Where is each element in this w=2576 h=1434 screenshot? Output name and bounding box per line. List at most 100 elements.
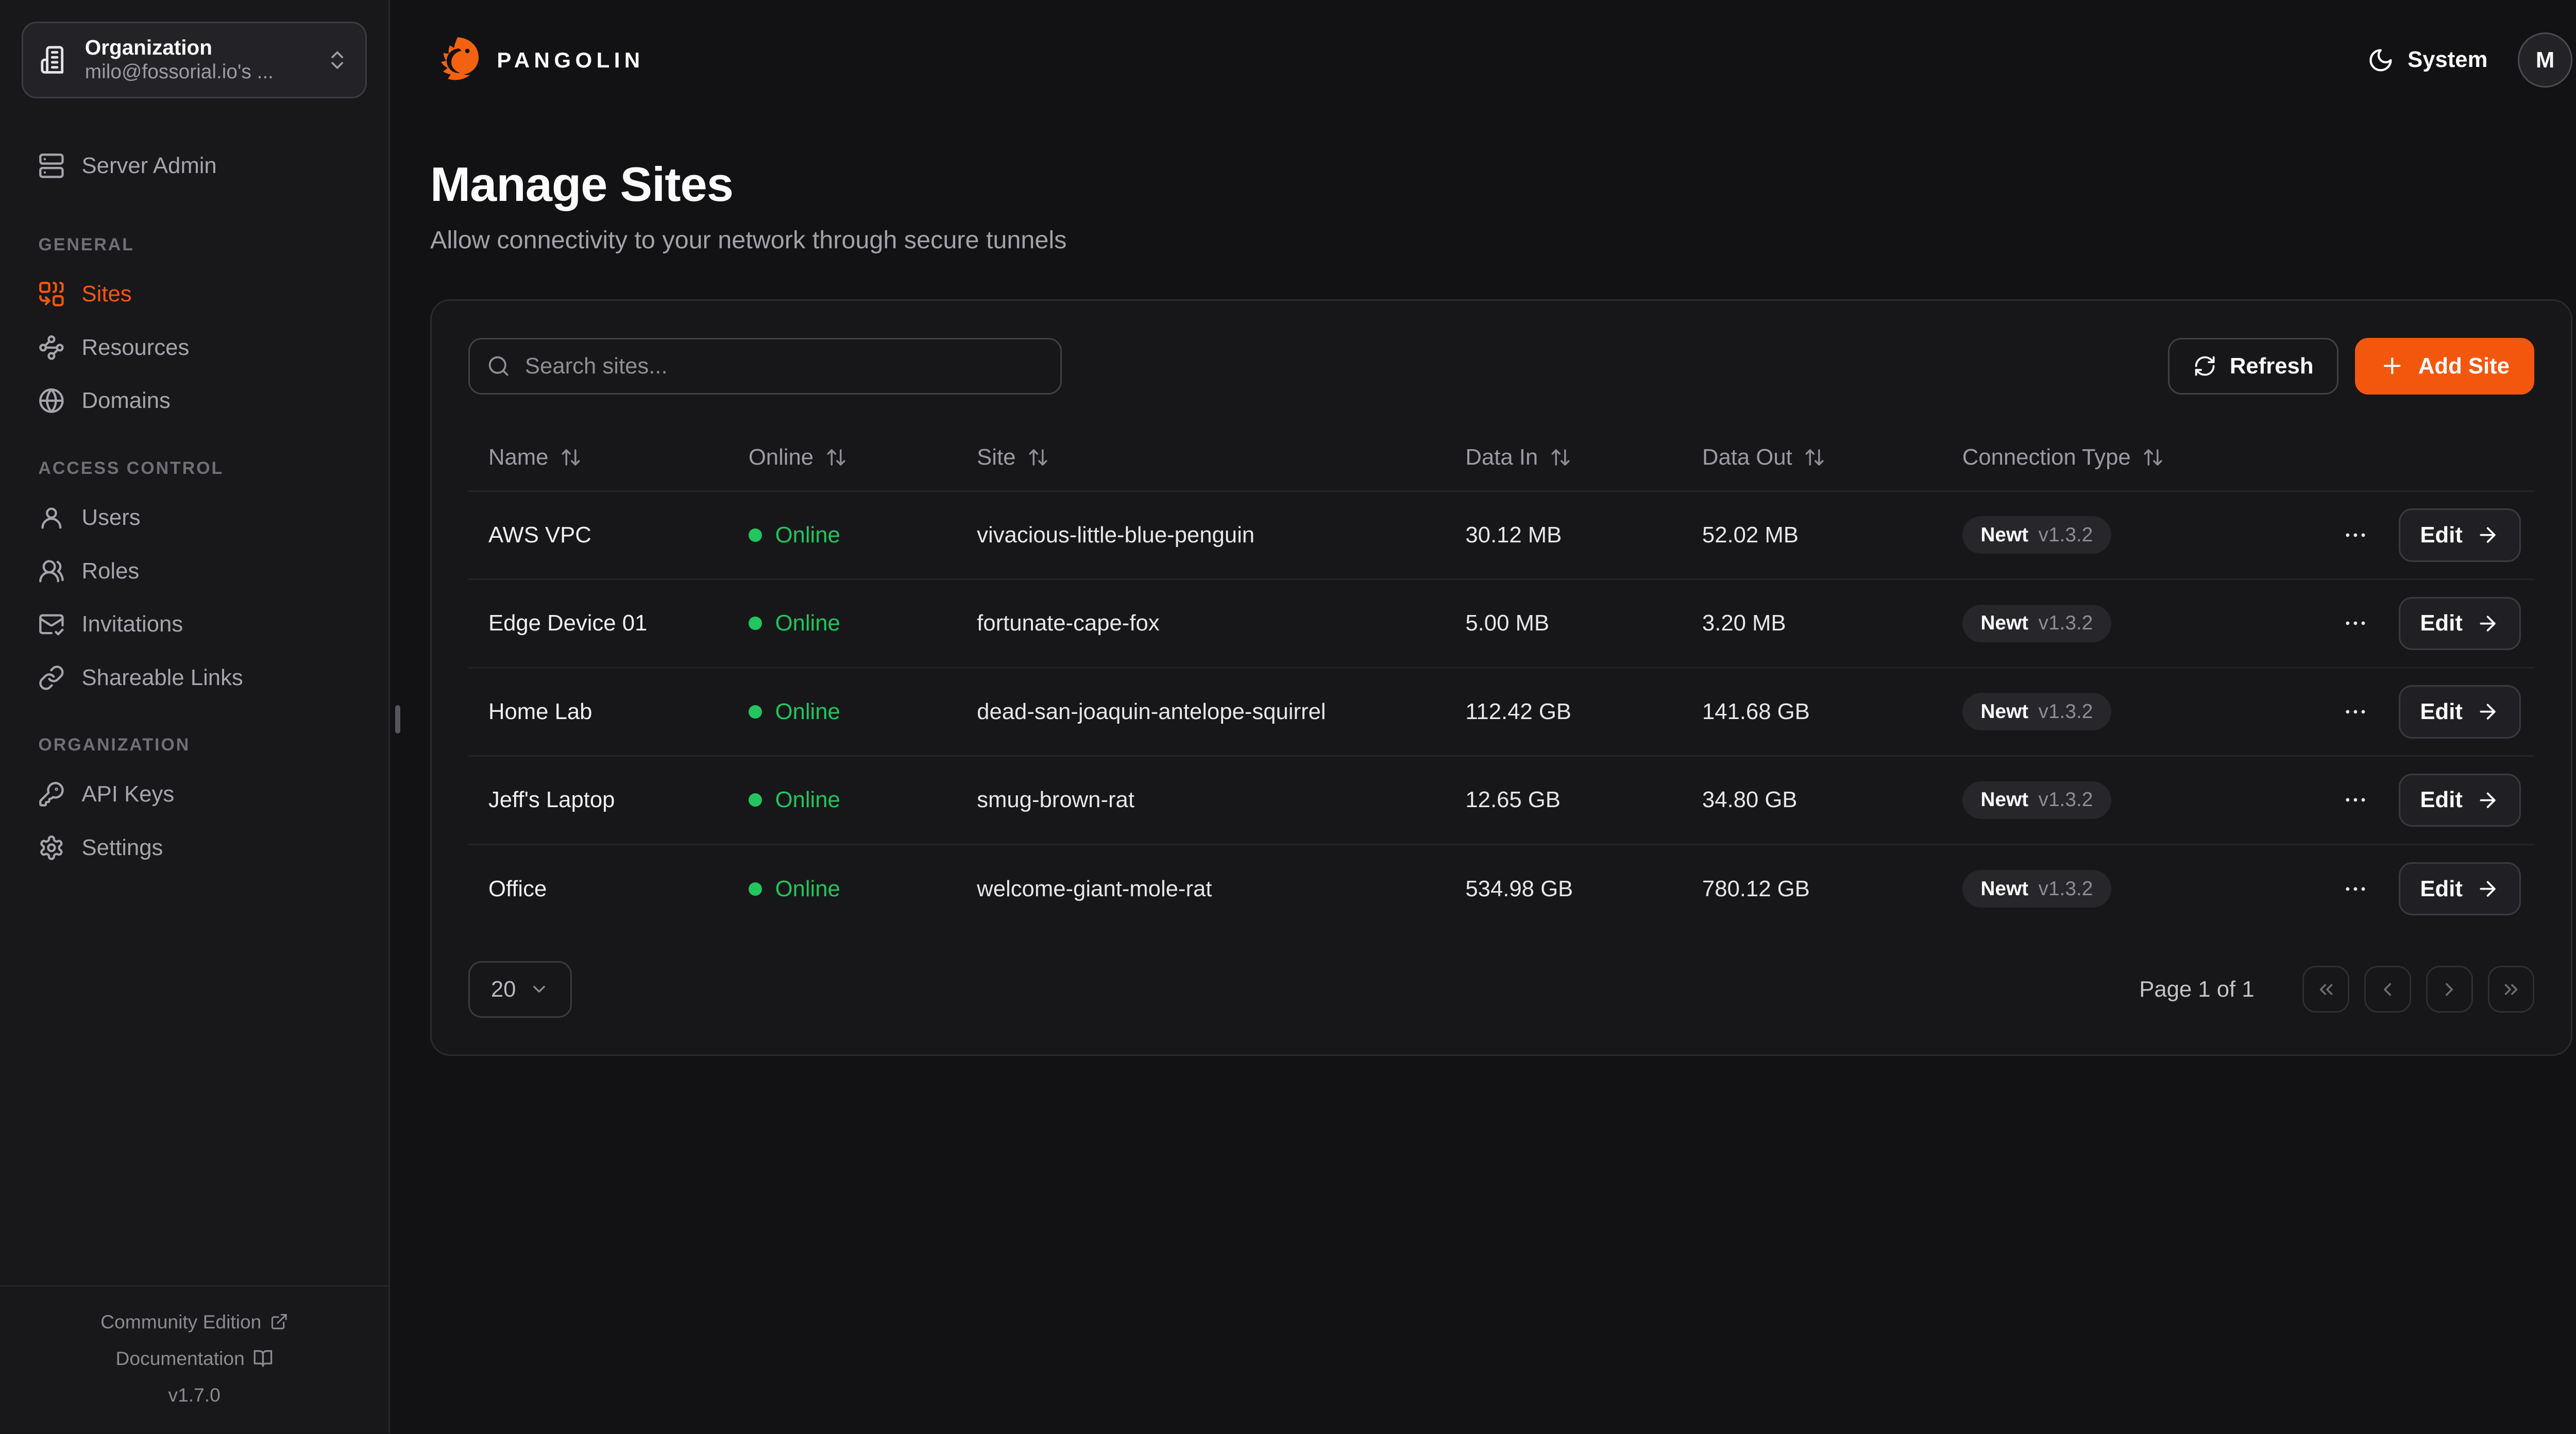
sidebar-item-label: Invitations — [81, 611, 183, 637]
site-name-cell: Home Lab — [468, 667, 728, 756]
edit-button[interactable]: Edit — [2398, 596, 2521, 651]
sidebar-item-sites[interactable]: Sites — [22, 268, 367, 320]
data-out-cell: 52.02 MB — [1682, 490, 1942, 579]
server-icon — [38, 152, 65, 179]
sidebar: Organization milo@fossorial.io's ... Ser… — [0, 0, 391, 1434]
sidebar-item-roles[interactable]: Roles — [22, 545, 367, 596]
sidebar-item-settings[interactable]: Settings — [22, 822, 367, 874]
topbar: PANGOLIN System M — [430, 0, 2573, 120]
data-out-cell: 141.68 GB — [1682, 667, 1942, 756]
building-icon — [40, 45, 70, 75]
table-row: Home Lab Online dead-san-joaquin-antelop… — [468, 667, 2534, 756]
site-name-cell: Jeff's Laptop — [468, 755, 728, 845]
moon-icon — [2367, 47, 2394, 74]
column-header-online[interactable]: Online — [749, 445, 847, 470]
org-switcher-subtitle: milo@fossorial.io's ... — [84, 61, 274, 83]
refresh-icon — [2193, 354, 2216, 378]
arrow-right-icon — [2476, 877, 2499, 900]
sidebar-item-label: Roles — [81, 558, 140, 584]
sidebar-item-resources[interactable]: Resources — [22, 322, 367, 373]
community-edition-link[interactable]: Community Edition — [0, 1304, 388, 1340]
status-badge: Online — [748, 522, 957, 548]
key-icon — [38, 781, 65, 808]
row-menu-button[interactable] — [2338, 607, 2372, 640]
status-badge: Online — [748, 787, 957, 813]
prev-page-button[interactable] — [2364, 966, 2411, 1013]
sidebar-item-shareable-links[interactable]: Shareable Links — [22, 652, 367, 704]
row-menu-button[interactable] — [2338, 518, 2372, 552]
chevron-down-icon — [529, 979, 549, 999]
sidebar-scrollbar-thumb[interactable] — [395, 705, 400, 733]
sort-icon — [1027, 447, 1049, 468]
section-label-organization: ORGANIZATION — [38, 735, 191, 755]
avatar[interactable]: M — [2517, 32, 2573, 88]
sidebar-item-api-keys[interactable]: API Keys — [22, 769, 367, 820]
plus-icon — [2380, 353, 2405, 379]
column-header-data-out[interactable]: Data Out — [1702, 445, 1825, 470]
site-id-cell: dead-san-joaquin-antelope-squirrel — [957, 667, 1446, 756]
search-icon — [487, 354, 510, 378]
status-badge: Online — [748, 610, 957, 636]
table-footer: 20 Page 1 of 1 — [468, 961, 2535, 1018]
sidebar-item-domains[interactable]: Domains — [22, 375, 367, 426]
sidebar-item-label: Users — [81, 505, 141, 531]
user-icon — [38, 504, 65, 531]
page-title: Manage Sites — [430, 157, 734, 212]
data-out-cell: 3.20 MB — [1682, 578, 1942, 668]
refresh-button[interactable]: Refresh — [2168, 337, 2338, 395]
edit-button[interactable]: Edit — [2398, 862, 2521, 916]
first-page-button[interactable] — [2302, 966, 2350, 1013]
online-dot-icon — [748, 882, 762, 896]
book-open-icon — [253, 1348, 273, 1369]
theme-toggle[interactable]: System — [2367, 47, 2487, 74]
sidebar-item-label: Shareable Links — [81, 664, 243, 690]
status-badge: Online — [748, 699, 957, 725]
data-in-cell: 112.42 GB — [1445, 667, 1683, 756]
page-size-select[interactable]: 20 — [468, 961, 572, 1018]
edit-button[interactable]: Edit — [2398, 773, 2521, 827]
connection-type-badge: Newt v1.3.2 — [1962, 870, 2111, 908]
site-id-cell: smug-brown-rat — [957, 755, 1446, 845]
table-row: AWS VPC Online vivacious-little-blue-pen… — [468, 490, 2534, 579]
connection-type-badge: Newt v1.3.2 — [1962, 604, 2111, 642]
row-menu-button[interactable] — [2338, 872, 2372, 906]
row-menu-button[interactable] — [2338, 695, 2372, 728]
column-header-connection-type[interactable]: Connection Type — [1962, 445, 2164, 470]
sites-table: Name Online Site Data In Data Out Connec… — [468, 428, 2534, 933]
edit-button[interactable]: Edit — [2398, 508, 2521, 562]
page-subtitle: Allow connectivity to your network throu… — [430, 226, 1067, 254]
search-input[interactable] — [468, 337, 1062, 395]
data-out-cell: 780.12 GB — [1682, 843, 1942, 933]
row-menu-button[interactable] — [2338, 783, 2372, 817]
gear-icon — [38, 834, 65, 861]
sidebar-item-label: Settings — [81, 834, 163, 860]
site-name-cell: AWS VPC — [468, 490, 728, 579]
org-switcher[interactable]: Organization milo@fossorial.io's ... — [22, 22, 367, 98]
sidebar-item-invitations[interactable]: Invitations — [22, 599, 367, 650]
sort-icon — [2142, 447, 2164, 468]
sidebar-nav: Server Admin GENERAL Sites Resources Dom… — [0, 120, 388, 1285]
brand: PANGOLIN — [430, 34, 645, 86]
sidebar-item-label: Domains — [81, 388, 171, 414]
sidebar-item-label: Server Admin — [81, 152, 217, 178]
edit-button[interactable]: Edit — [2398, 685, 2521, 739]
data-out-cell: 34.80 GB — [1682, 755, 1942, 845]
chevrons-left-icon — [2315, 979, 2337, 1000]
add-site-button[interactable]: Add Site — [2355, 337, 2535, 395]
documentation-link[interactable]: Documentation — [0, 1340, 388, 1377]
column-header-site[interactable]: Site — [977, 445, 1049, 470]
link-icon — [38, 664, 65, 691]
site-id-cell: vivacious-little-blue-penguin — [957, 490, 1446, 579]
column-header-data-in[interactable]: Data In — [1465, 445, 1571, 470]
section-label-general: GENERAL — [38, 235, 134, 255]
sidebar-item-users[interactable]: Users — [22, 492, 367, 543]
last-page-button[interactable] — [2487, 966, 2535, 1013]
site-name-cell: Edge Device 01 — [468, 578, 728, 668]
sort-icon — [1804, 447, 1825, 468]
users-icon — [38, 558, 65, 585]
chevron-right-icon — [2438, 979, 2460, 1000]
sidebar-item-server-admin[interactable]: Server Admin — [22, 140, 367, 192]
next-page-button[interactable] — [2426, 966, 2473, 1013]
mail-check-icon — [38, 611, 65, 638]
column-header-name[interactable]: Name — [488, 445, 582, 470]
